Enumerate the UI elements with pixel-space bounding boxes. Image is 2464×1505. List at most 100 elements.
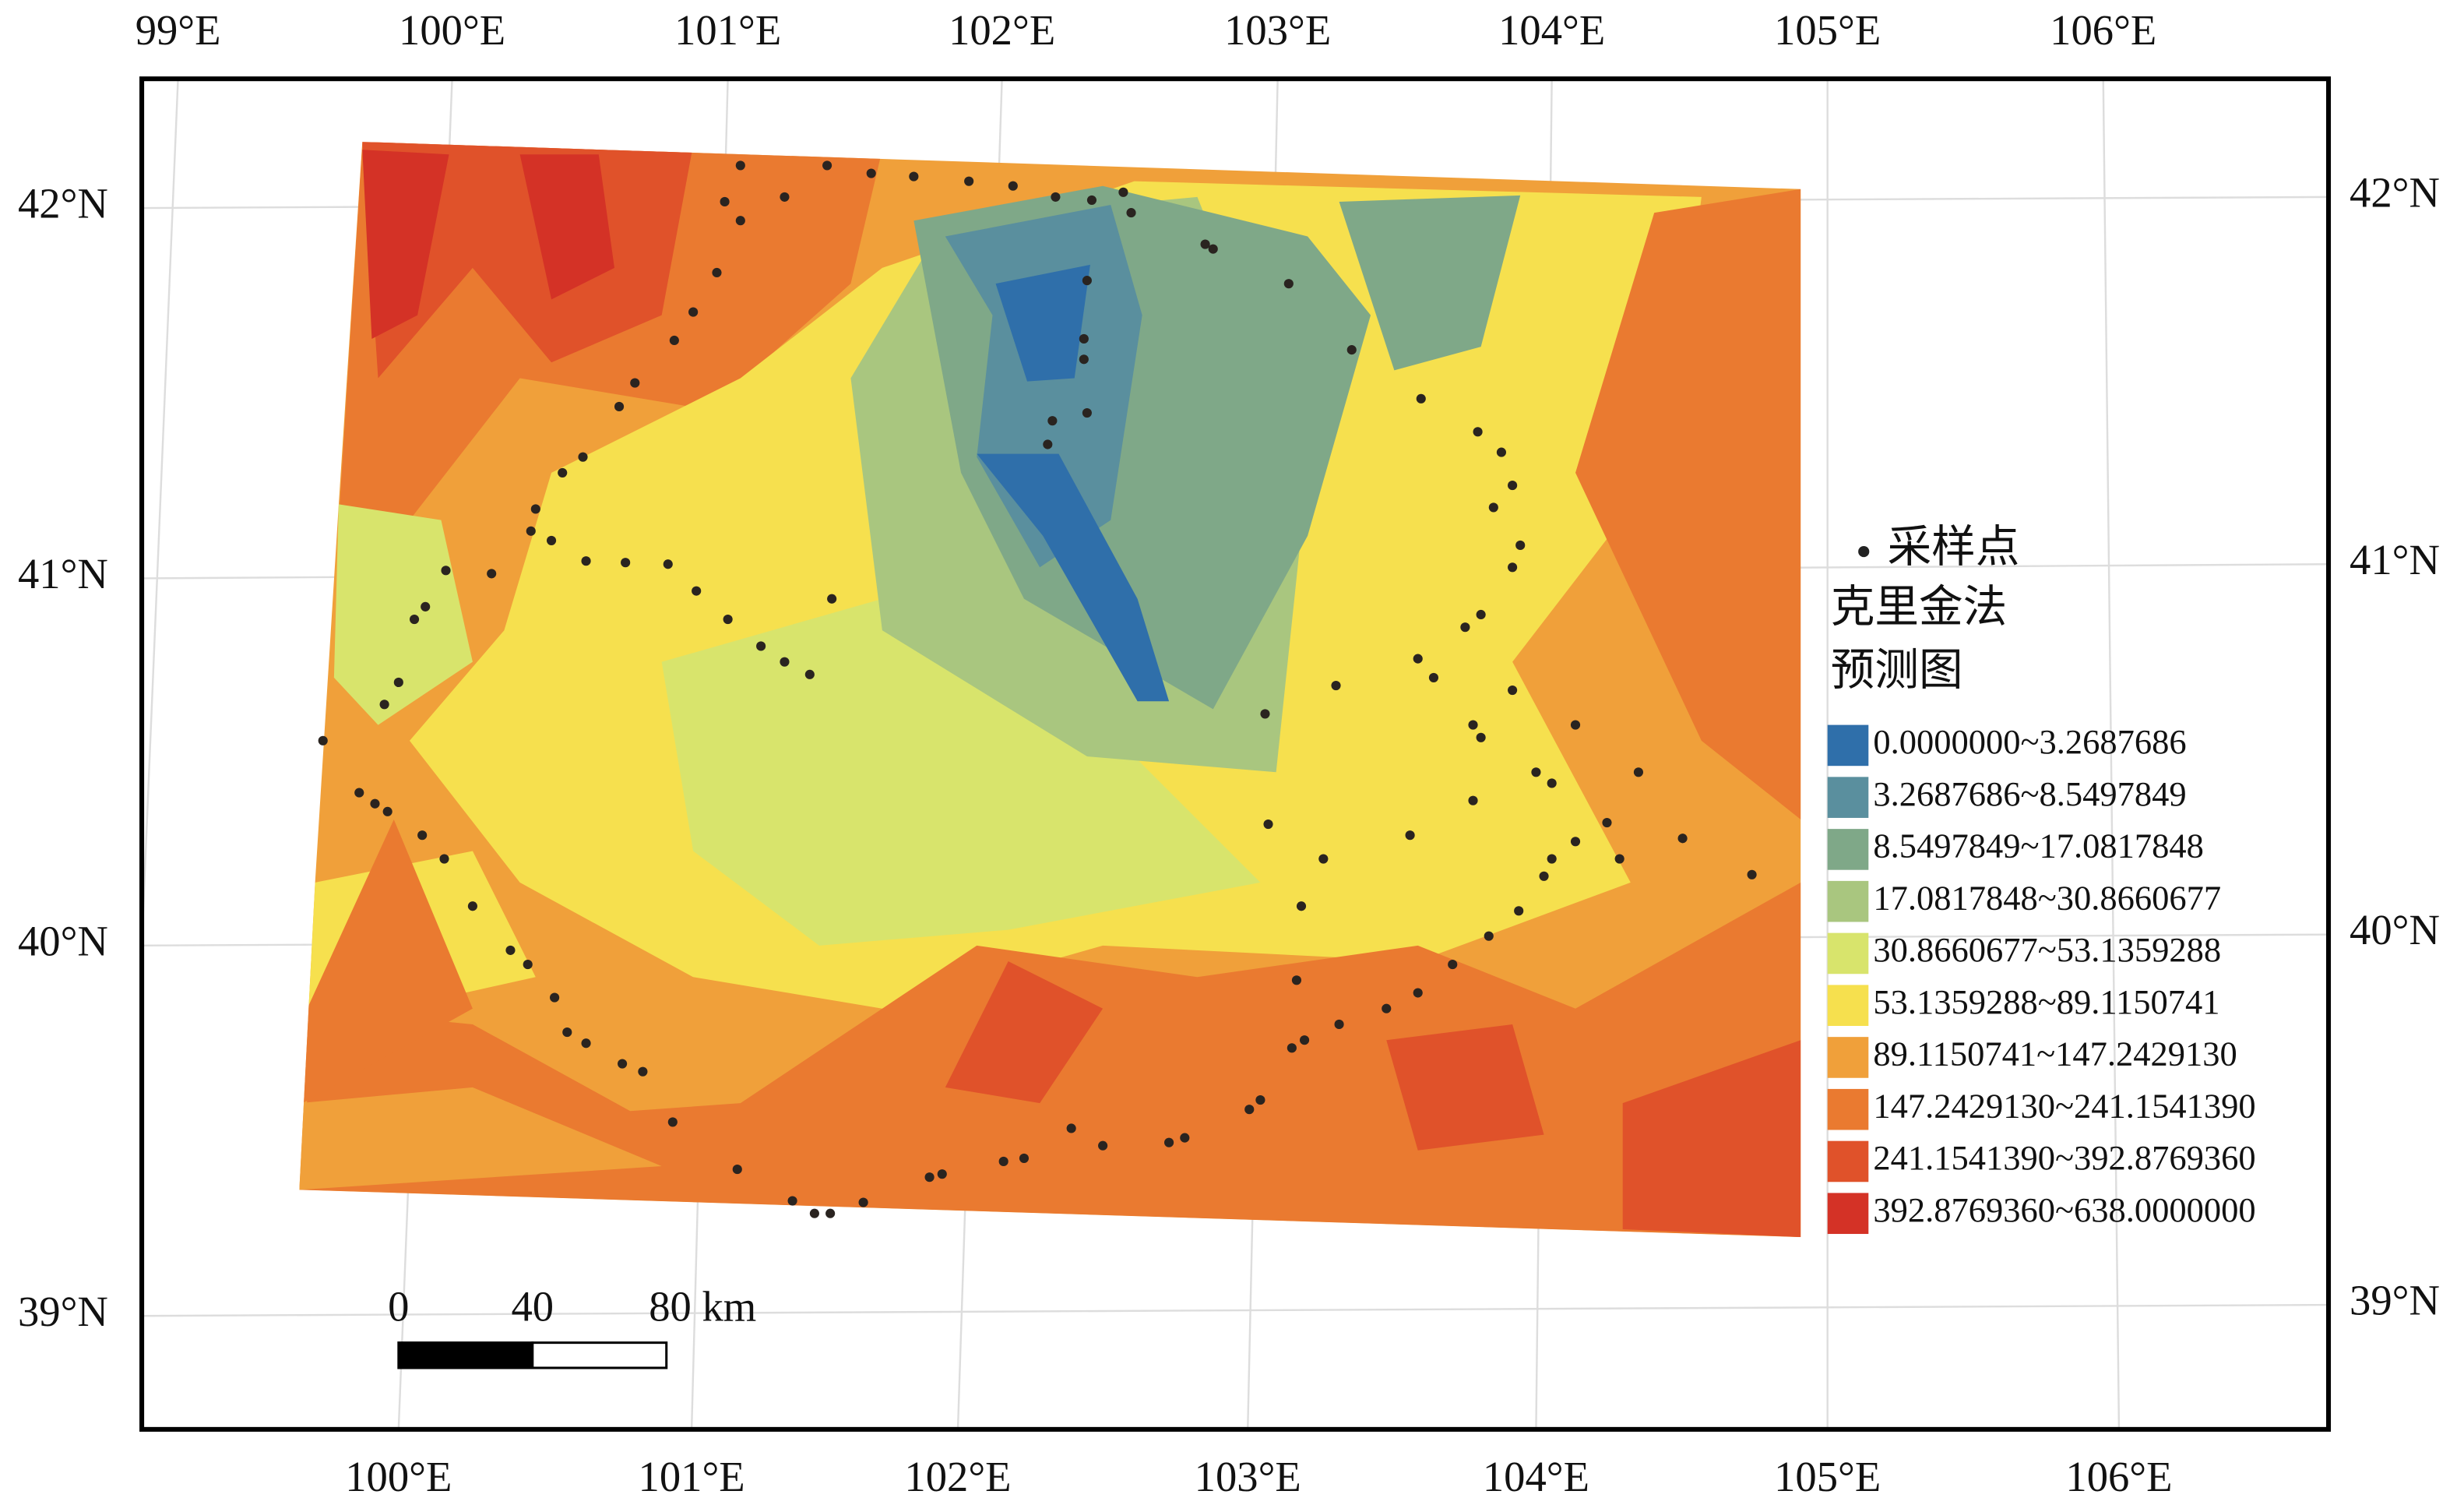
class-region [1622, 1040, 1801, 1238]
bottom-lon-label: 100°E [345, 1453, 452, 1500]
sample-point [1413, 654, 1423, 664]
sample-point [964, 176, 974, 186]
sample-point [505, 945, 516, 955]
sample-point [1468, 795, 1478, 805]
sample-point [1047, 416, 1058, 426]
sample-point [550, 992, 560, 1003]
sample-point [1346, 345, 1357, 355]
sample-point [1244, 1105, 1255, 1115]
scale-label: 40 [511, 1283, 554, 1331]
class-region [661, 598, 1261, 946]
sample-point [1448, 960, 1458, 970]
sample-point [1126, 208, 1136, 218]
sample-point [1066, 1123, 1076, 1133]
legend-title: 克里金法 [1831, 583, 2008, 632]
bottom-lon-label: 103°E [1195, 1453, 1301, 1500]
legend-label: 3.2687686~8.5497849 [1873, 774, 2186, 813]
sample-point [1082, 407, 1092, 418]
sample-point [1086, 195, 1097, 206]
bottom-lon-label: 106°E [2065, 1453, 2172, 1500]
sample-point [822, 160, 832, 171]
sample-point [1331, 680, 1341, 691]
sample-point [621, 558, 631, 568]
sample-point [1200, 239, 1210, 249]
legend-swatch [1827, 777, 1869, 818]
sample-point [1382, 1003, 1392, 1013]
sample-point [998, 1156, 1008, 1167]
sample-point [667, 1117, 678, 1127]
meridian [2102, 79, 2121, 1429]
class-region [299, 1087, 662, 1190]
sample-point [1416, 393, 1426, 404]
sample-point [546, 535, 557, 545]
sample-point [1287, 1043, 1297, 1053]
sample-point [825, 1208, 836, 1218]
sample-point [1079, 354, 1089, 365]
sample-point [1547, 778, 1557, 788]
scale-label: 0 [388, 1283, 409, 1331]
sample-point [581, 1038, 591, 1049]
sample-point [1413, 988, 1423, 998]
sample-point [618, 1059, 628, 1069]
bottom-lon-label: 102°E [904, 1453, 1011, 1500]
sample-point [1051, 192, 1061, 202]
class-region [977, 453, 1170, 702]
sample-point [630, 378, 640, 388]
sample-point [804, 669, 815, 679]
left-lat-label: 41°N [18, 550, 108, 597]
sample-point [1508, 686, 1518, 696]
bottom-lon-label: 104°E [1483, 1453, 1589, 1500]
class-region [945, 205, 1142, 568]
sample-point [382, 806, 392, 816]
scale-segment [397, 1341, 534, 1369]
sample-point [780, 657, 790, 667]
legend-swatch [1827, 985, 1869, 1026]
right-lat-label: 39°N [2350, 1277, 2440, 1324]
sample-point [688, 307, 699, 317]
sample-point [1180, 1133, 1190, 1143]
sample-point [1334, 1019, 1344, 1030]
sample-point [370, 798, 380, 809]
sample-point [1164, 1137, 1174, 1147]
sample-point [354, 788, 364, 798]
legend-marker-label: 采样点 [1888, 523, 2020, 572]
sample-point [1476, 609, 1486, 620]
sample-point [909, 171, 919, 182]
sample-point [393, 677, 403, 688]
sample-point [578, 452, 588, 462]
bottom-lon-label: 101°E [639, 1453, 745, 1500]
sample-point [1488, 502, 1498, 513]
sample-point [1118, 187, 1128, 197]
legend: 采样点 克里金法 预测图 0.0000000~3.2687686 3.268768… [1827, 523, 2256, 1235]
legend-label: 392.8769360~638.0000000 [1873, 1190, 2255, 1229]
legend-label: 30.8660677~53.1359288 [1873, 930, 2221, 969]
sample-point [1614, 854, 1624, 864]
class-region [945, 961, 1104, 1104]
legend-label: 0.0000000~3.2687686 [1873, 722, 2186, 761]
legend-label: 8.5497849~17.0817848 [1873, 827, 2204, 865]
sample-point [1043, 439, 1053, 449]
legend-title: 预测图 [1831, 647, 1963, 695]
sample-point [669, 335, 679, 346]
top-lon-label: 102°E [949, 6, 1055, 54]
sample-point [1296, 901, 1307, 911]
legend-label: 53.1359288~89.1150741 [1873, 982, 2219, 1021]
bottom-lon-label: 105°E [1774, 1453, 1881, 1500]
sample-point [1405, 830, 1415, 841]
sample-point [732, 1165, 742, 1175]
sample-point [1019, 1153, 1030, 1163]
top-lon-label: 106°E [2050, 6, 2156, 54]
sample-point [417, 830, 428, 841]
sample-point [1468, 720, 1478, 730]
class-region [333, 504, 473, 725]
class-region [1575, 189, 1801, 819]
legend-swatch [1827, 724, 1869, 767]
sample-point [467, 901, 477, 911]
sample-point [1514, 906, 1524, 916]
top-lon-label: 99°E [136, 6, 221, 54]
sample-point [562, 1027, 572, 1038]
left-lat-label: 42°N [18, 180, 108, 227]
sample-point [1428, 672, 1439, 682]
sample-point [663, 559, 673, 569]
